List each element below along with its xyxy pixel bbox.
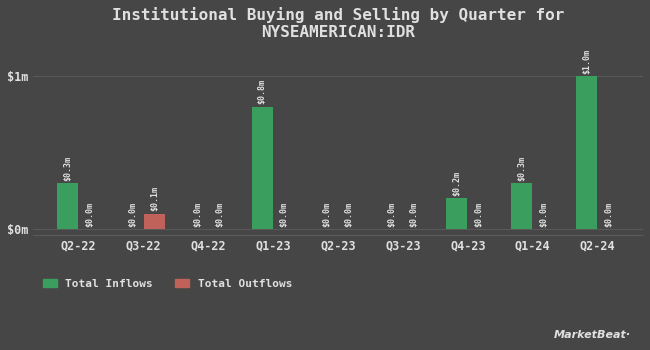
Text: $0.0m: $0.0m: [280, 202, 289, 226]
Text: $0.8m: $0.8m: [257, 79, 266, 104]
Bar: [447, 198, 467, 229]
Text: MarketBeat·: MarketBeat·: [553, 329, 630, 340]
Text: $0.3m: $0.3m: [517, 156, 526, 181]
Text: $0.0m: $0.0m: [410, 202, 419, 226]
Text: $0.1m: $0.1m: [150, 186, 159, 211]
Legend: Total Inflows, Total Outflows: Total Inflows, Total Outflows: [39, 274, 296, 293]
Bar: [252, 106, 272, 229]
Text: $0.0m: $0.0m: [215, 202, 224, 226]
Text: $0.0m: $0.0m: [540, 202, 549, 226]
Text: $0.0m: $0.0m: [128, 202, 137, 226]
Title: Institutional Buying and Selling by Quarter for
NYSEAMERICAN:IDR: Institutional Buying and Selling by Quar…: [112, 7, 564, 40]
Bar: [577, 76, 597, 229]
Text: $0.3m: $0.3m: [63, 156, 72, 181]
Text: $0.0m: $0.0m: [604, 202, 613, 226]
Text: $0.0m: $0.0m: [344, 202, 354, 226]
Text: $0.0m: $0.0m: [85, 202, 94, 226]
Bar: [512, 183, 532, 229]
Text: $1.0m: $1.0m: [582, 49, 591, 74]
Text: $0.0m: $0.0m: [387, 202, 396, 226]
Text: $0.0m: $0.0m: [193, 202, 202, 226]
Bar: [57, 183, 78, 229]
Text: $0.2m: $0.2m: [452, 171, 462, 196]
Text: $0.0m: $0.0m: [322, 202, 332, 226]
Bar: [144, 214, 165, 229]
Text: $0.0m: $0.0m: [474, 202, 484, 226]
